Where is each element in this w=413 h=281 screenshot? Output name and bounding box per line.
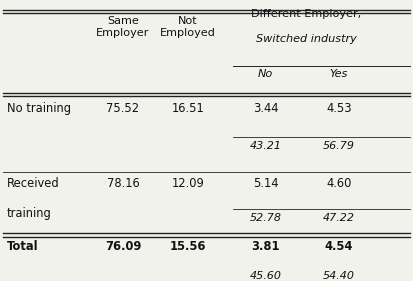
Text: 4.53: 4.53 bbox=[326, 102, 352, 115]
Text: 45.60: 45.60 bbox=[249, 271, 282, 281]
Text: training: training bbox=[7, 207, 52, 219]
Text: 76.09: 76.09 bbox=[105, 241, 141, 253]
Text: Received: Received bbox=[7, 177, 59, 190]
Text: Total: Total bbox=[7, 241, 38, 253]
Text: Same
Employer: Same Employer bbox=[96, 16, 150, 38]
Point bbox=[408, 136, 413, 139]
Text: 12.09: 12.09 bbox=[172, 177, 204, 190]
Text: 16.51: 16.51 bbox=[172, 102, 204, 115]
Text: 52.78: 52.78 bbox=[249, 213, 282, 223]
Point bbox=[230, 136, 235, 139]
Point bbox=[230, 207, 235, 211]
Text: 78.16: 78.16 bbox=[107, 177, 139, 190]
Text: 15.56: 15.56 bbox=[170, 241, 206, 253]
Text: Different Employer,: Different Employer, bbox=[251, 9, 361, 19]
Text: 47.22: 47.22 bbox=[323, 213, 355, 223]
Text: 75.52: 75.52 bbox=[107, 102, 140, 115]
Text: Switched industry: Switched industry bbox=[256, 34, 357, 44]
Text: 5.14: 5.14 bbox=[253, 177, 278, 190]
Text: 3.44: 3.44 bbox=[253, 102, 278, 115]
Text: 54.40: 54.40 bbox=[323, 271, 355, 281]
Text: No training: No training bbox=[7, 102, 71, 115]
Text: 43.21: 43.21 bbox=[249, 141, 282, 151]
Text: 4.54: 4.54 bbox=[325, 241, 353, 253]
Point bbox=[408, 64, 413, 67]
Point bbox=[408, 207, 413, 211]
Text: No: No bbox=[258, 69, 273, 80]
Text: 3.81: 3.81 bbox=[252, 241, 280, 253]
Point bbox=[230, 64, 235, 67]
Text: 4.60: 4.60 bbox=[326, 177, 351, 190]
Text: Not
Employed: Not Employed bbox=[160, 16, 216, 38]
Text: Yes: Yes bbox=[330, 69, 348, 80]
Text: 56.79: 56.79 bbox=[323, 141, 355, 151]
